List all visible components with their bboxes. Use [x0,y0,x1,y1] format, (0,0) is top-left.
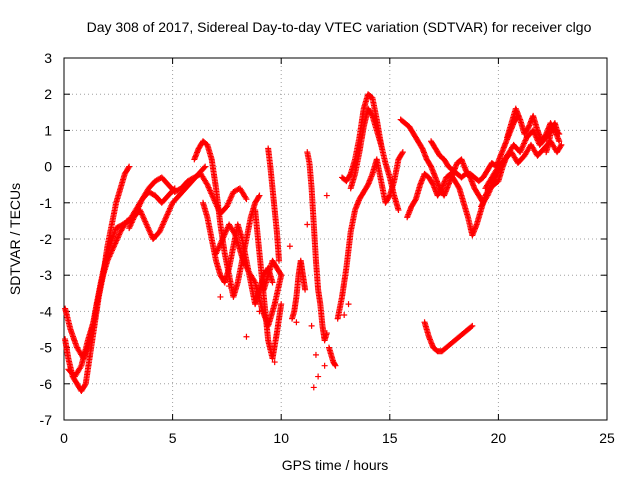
y-tick-label: -2 [40,231,53,247]
x-tick-label: 0 [60,430,68,446]
data-point [125,164,132,171]
y-tick-label: -3 [40,267,53,283]
data-point [412,197,419,204]
data-point [256,192,263,199]
data-point [341,312,348,319]
data-point [231,231,238,238]
data-point [217,293,224,300]
y-tick-label: 1 [44,122,52,138]
data-point [556,138,563,145]
data-point [332,362,339,369]
data-point [399,150,406,157]
data-point [399,149,406,156]
data-point [395,207,402,214]
data-point [554,127,561,134]
x-axis-tick-labels: 0 5 10 15 20 25 [60,430,615,446]
data-point [345,301,352,308]
data-point [386,193,393,200]
data-points [62,91,565,395]
x-tick-label: 20 [491,430,507,446]
data-point [251,278,258,285]
data-point [77,364,84,371]
y-tick-label: -5 [40,340,53,356]
data-point [201,164,208,171]
data-point [557,143,564,150]
x-tick-label: 25 [599,430,615,446]
x-tick-label: 10 [273,430,289,446]
y-tick-label: 0 [44,159,52,175]
y-tick-label: -1 [40,195,53,211]
x-axis-label: GPS time / hours [282,457,389,473]
y-tick-label: -7 [40,412,53,428]
data-point [242,194,249,201]
y-axis-label: SDTVAR / TECUs [7,183,23,295]
grid-lines [64,58,607,420]
data-point [81,382,88,389]
data-point [293,319,300,326]
data-point [469,322,476,329]
data-point [278,272,285,279]
chart-title: Day 308 of 2017, Sidereal Day-to-day VTE… [87,19,592,35]
data-point [202,163,209,170]
data-point [226,283,233,290]
data-point [315,373,322,380]
data-point [269,279,276,286]
x-tick-label: 15 [382,430,398,446]
data-point [243,196,250,203]
y-tick-label: 3 [44,50,52,66]
y-tick-label: -4 [40,303,53,319]
data-point [378,141,385,148]
data-point [368,111,375,118]
data-point [323,192,330,199]
data-point [468,323,475,330]
data-point [308,322,315,329]
data-point [323,330,330,337]
data-point [126,163,133,170]
data-point [304,221,311,228]
data-point [310,384,317,391]
data-point [278,301,285,308]
data-point [243,333,250,340]
y-axis-tick-labels: -7 -6 -5 -4 -3 -2 -1 0 1 2 3 [40,50,53,428]
data-point [558,141,565,148]
data-point [271,359,278,366]
data-point [255,193,262,200]
data-point [256,308,263,315]
data-point [312,351,319,358]
data-point [286,243,293,250]
data-point [455,184,462,191]
x-tick-label: 5 [169,430,177,446]
data-point [276,257,283,264]
data-point [321,362,328,369]
axis-ticks [63,57,608,421]
data-point [302,286,309,293]
y-tick-label: -6 [40,376,53,392]
data-point [277,270,284,277]
y-tick-label: 2 [44,86,52,102]
